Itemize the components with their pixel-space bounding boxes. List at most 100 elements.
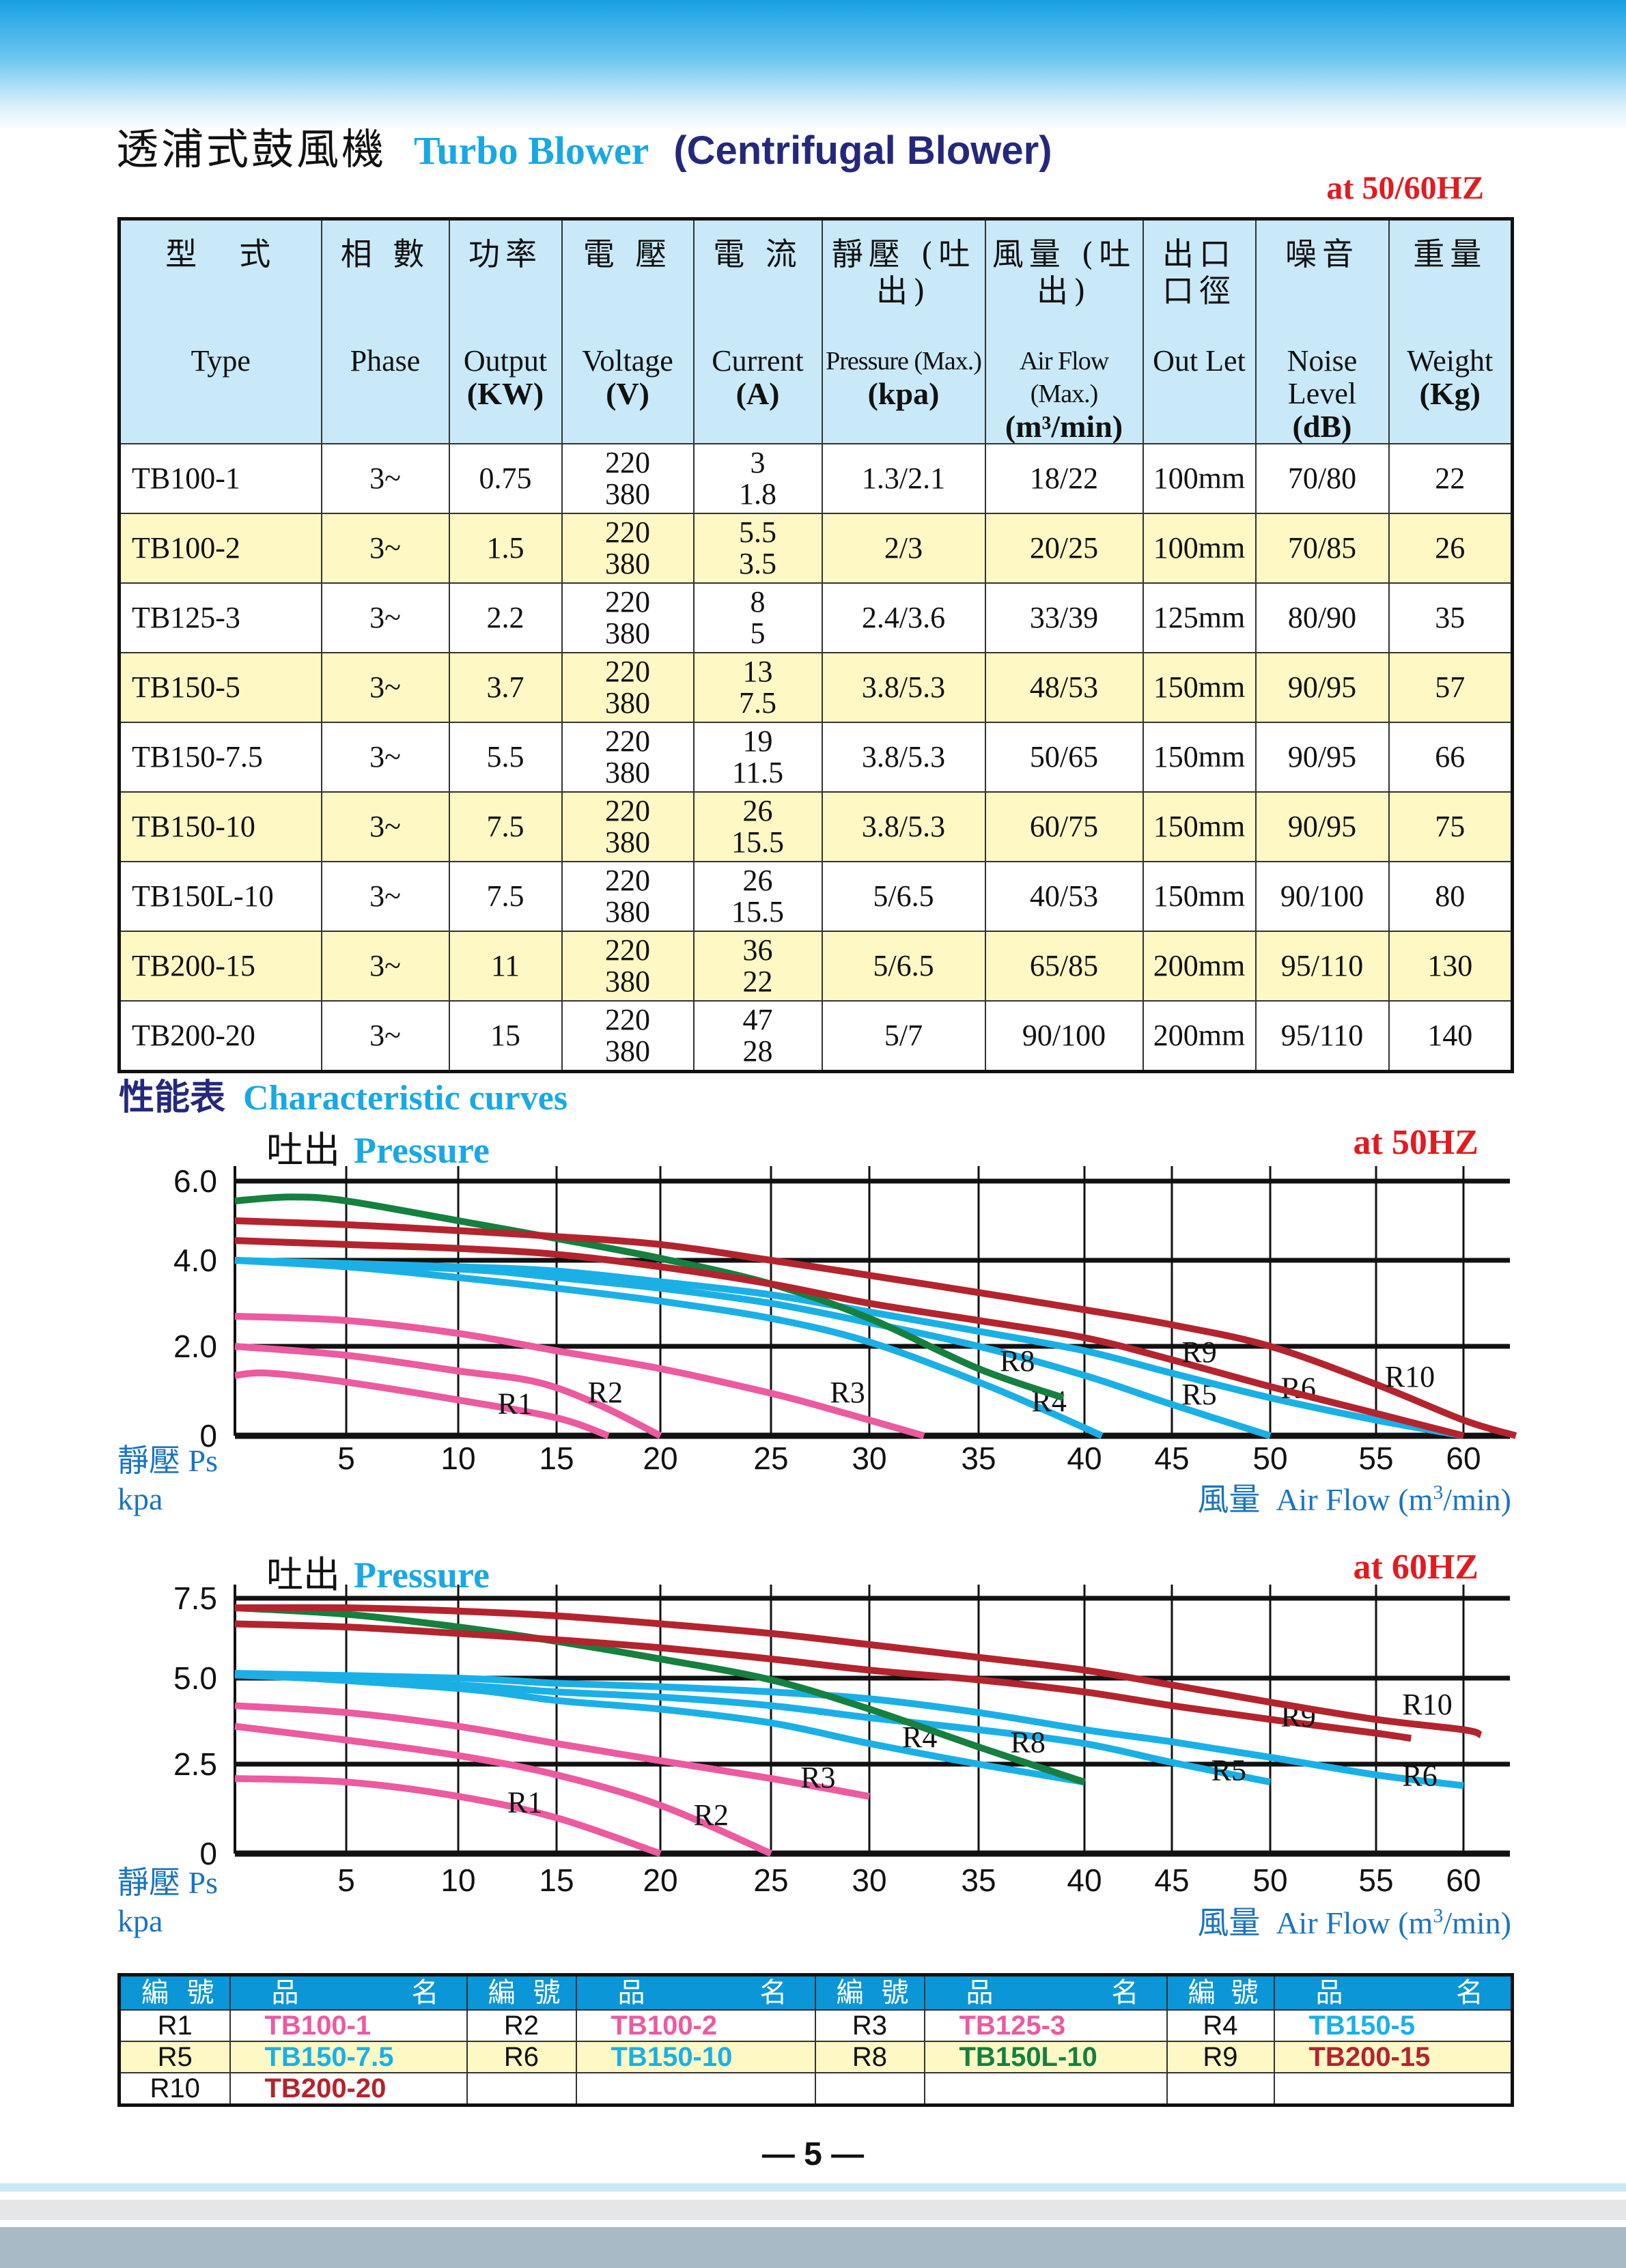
column-header-en: Voltage [582, 344, 673, 378]
chart2-y-axis-label: 靜壓 Ps kpa [117, 1864, 218, 1940]
outlet-cell: 150mm [1142, 652, 1257, 723]
table-row: TB100-1 3~ 0.75 220 380 3 1.8 1.3/2.1 18/22 100mm… [118, 443, 1513, 514]
column-header-en: Noise Level [1287, 344, 1358, 410]
chart1-y-tick-label: 0 [199, 1418, 217, 1454]
chart1-curve-r4 [234, 1257, 1104, 1439]
chart2-curve-label-r6: R6 [1402, 1759, 1437, 1792]
legend-header-char: 編 [1188, 1977, 1216, 2009]
legend-header-char: 號 [533, 1977, 561, 2009]
chart1-x-tick-label: 40 [1067, 1441, 1102, 1476]
chart1-curve-label-r2: R2 [588, 1376, 623, 1409]
legend-header-char: 品 [966, 1977, 994, 2009]
noise-cell: 80/90 [1254, 582, 1390, 653]
voltage-value: 220 [605, 1003, 650, 1036]
current-cell: 36 22 [692, 931, 823, 1002]
current-value: 28 [742, 1034, 773, 1068]
legend-model-name: TB200-20 [229, 2072, 468, 2106]
voltage-cell: 220 380 [561, 791, 695, 862]
current-value: 19 [742, 724, 773, 758]
legend-curve-id: R9 [1166, 2041, 1275, 2073]
title-subtitle: (Centrifugal Blower) [673, 128, 1052, 173]
chart2-x-label-zh: 風量 [1197, 1905, 1261, 1940]
column-header-unit: (A) [735, 376, 780, 411]
chart1-curve-label-r1: R1 [498, 1387, 533, 1420]
current-value: 8 [750, 585, 766, 619]
table-row: TB200-15 3~ 11 220 380 36 22 5/6.5 65/85 200mm 95/… [118, 931, 1513, 1002]
noise-cell: 70/85 [1254, 513, 1390, 584]
noise-cell: 95/110 [1254, 1000, 1390, 1073]
column-header-en: Pressure (Max.) [826, 347, 982, 375]
title-chinese: 透浦式鼓風機 [116, 124, 387, 174]
voltage-cell: 220 380 [561, 1000, 695, 1073]
voltage-value: 220 [605, 794, 650, 827]
legend-model-name: TB150-7.5 [229, 2041, 468, 2073]
airflow-cell: 50/65 [984, 722, 1144, 793]
chart1-x-tick-label: 5 [337, 1441, 355, 1476]
current-value: 47 [742, 1003, 773, 1036]
voltage-value: 380 [605, 686, 650, 720]
noise-cell: 95/110 [1254, 931, 1390, 1002]
voltage-value: 380 [605, 547, 650, 580]
column-header-zh: 噪音 [1285, 236, 1359, 272]
legend-curve-id [814, 2072, 925, 2106]
chart2-x-tick-label: 5 [337, 1862, 355, 1898]
outlet-cell: 125mm [1142, 582, 1257, 653]
current-cell: 47 28 [692, 1000, 823, 1073]
current-value: 15.5 [731, 895, 784, 929]
table-row: TB125-3 3~ 2.2 220 380 8 5 2.4/3.6 33/39 125mm 80/… [118, 582, 1513, 653]
chart1-x-label-text: Air Flow (m [1276, 1482, 1433, 1517]
chart2-y-label-text: 靜壓 Ps [117, 1865, 218, 1900]
chart2-curve-label-r3: R3 [800, 1761, 835, 1794]
legend-row: R1 TB100-1 R2 TB100-2 R3 TB125-3 R4 TB150-5 [118, 2009, 1513, 2042]
column-header: 型 式 Type [118, 218, 322, 444]
legend-header-name: 品名 [1273, 1974, 1513, 2011]
outlet-cell: 100mm [1142, 513, 1257, 584]
legend-model-name: TB100-1 [229, 2009, 468, 2042]
outlet-cell: 150mm [1142, 722, 1257, 793]
chart2-x-axis-label: 風量 Air Flow (m3/min) [1197, 1898, 1511, 1943]
weight-cell: 130 [1388, 931, 1513, 1002]
phase-cell: 3~ [320, 861, 450, 932]
chart1-curve-r10 [234, 1217, 1517, 1439]
voltage-value: 220 [605, 446, 650, 479]
outlet-cell: 200mm [1142, 1000, 1257, 1073]
output-cell: 1.5 [448, 513, 563, 584]
outlet-cell: 100mm [1142, 443, 1257, 514]
chart2-x-tick-label: 40 [1067, 1862, 1102, 1898]
legend-header-char: 號 [186, 1977, 214, 2009]
table-row: TB150-5 3~ 3.7 220 380 13 7.5 3.8/5.3 48/53 150mm… [118, 652, 1513, 723]
airflow-cell: 65/85 [984, 931, 1144, 1002]
legend-header-name: 品名 [923, 1974, 1168, 2011]
pressure-cell: 3.8/5.3 [821, 652, 986, 723]
section-title-english: Characteristic curves [243, 1079, 568, 1118]
chart1-curve-r1 [234, 1369, 610, 1439]
legend-model-name: TB100-2 [575, 2009, 816, 2042]
chart2-y-tick-label: 7.5 [173, 1580, 217, 1616]
legend-header-char: 品 [617, 1977, 645, 2009]
footer-stripe [0, 2183, 1626, 2192]
chart2-y-tick-label: 2.5 [173, 1746, 217, 1782]
legend-curve-id [466, 2072, 577, 2106]
type-cell: TB200-15 [118, 931, 322, 1002]
chart2-curve-r3 [234, 1702, 870, 1800]
chart1-x-tick-label: 45 [1154, 1441, 1189, 1476]
weight-cell: 35 [1388, 582, 1513, 653]
legend-model-name [923, 2072, 1168, 2106]
chart2-y-tick-label: 5.0 [173, 1660, 217, 1696]
column-header-unit: (kpa) [867, 376, 940, 411]
current-value: 7.5 [739, 686, 776, 720]
chart1-curve-r9 [234, 1237, 1465, 1439]
chart1-y-axis-label: 靜壓 Ps kpa [117, 1442, 218, 1518]
outlet-cell: 200mm [1142, 931, 1257, 1002]
voltage-cell: 220 380 [561, 931, 695, 1002]
voltage-value: 380 [605, 1034, 650, 1068]
legend-table: 編號品名編號品名編號品名編號品名 R1 TB100-1 R2 TB100-2 R3 TB12… [117, 1973, 1514, 2107]
column-header: 風量 (吐出) Air Flow (Max.) (m³/min) [984, 218, 1144, 444]
column-header-zh: 電 流 [713, 236, 802, 272]
type-cell: TB200-20 [118, 1000, 322, 1073]
column-header: 功率 Output (KW) [448, 218, 563, 444]
voltage-value: 220 [605, 933, 650, 967]
voltage-value: 220 [605, 724, 650, 758]
voltage-value: 380 [605, 616, 650, 650]
current-value: 5 [750, 616, 766, 650]
